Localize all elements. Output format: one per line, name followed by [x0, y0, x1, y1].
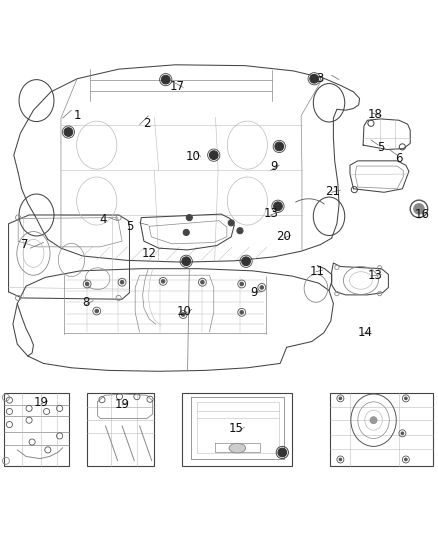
Text: 19: 19 [33, 396, 48, 409]
Text: 14: 14 [358, 326, 373, 340]
Circle shape [401, 432, 404, 434]
Circle shape [183, 229, 189, 236]
Text: 13: 13 [264, 207, 279, 220]
Circle shape [209, 151, 218, 159]
Text: 7: 7 [21, 238, 28, 251]
Text: 10: 10 [185, 150, 200, 163]
Circle shape [64, 128, 73, 136]
Text: 21: 21 [325, 185, 340, 198]
Text: 9: 9 [250, 286, 258, 299]
Text: 2: 2 [143, 117, 151, 130]
Text: 1: 1 [73, 109, 81, 123]
Text: 5: 5 [377, 141, 384, 154]
Circle shape [405, 397, 407, 400]
Text: 19: 19 [115, 398, 130, 410]
Circle shape [339, 458, 342, 461]
Circle shape [237, 228, 243, 234]
Text: 12: 12 [141, 247, 157, 260]
Text: 20: 20 [276, 230, 291, 243]
Circle shape [181, 313, 185, 316]
Circle shape [120, 280, 124, 284]
Circle shape [274, 202, 283, 211]
Text: 4: 4 [99, 213, 107, 226]
Text: 17: 17 [170, 80, 185, 93]
Ellipse shape [229, 443, 246, 453]
Circle shape [95, 309, 99, 313]
Circle shape [201, 280, 204, 284]
Circle shape [242, 257, 251, 265]
Text: 5: 5 [126, 220, 133, 233]
Circle shape [339, 397, 342, 400]
Circle shape [161, 280, 165, 283]
Text: 15: 15 [229, 423, 244, 435]
Circle shape [186, 215, 192, 221]
Text: 18: 18 [368, 108, 383, 121]
Circle shape [85, 282, 89, 286]
Circle shape [414, 204, 424, 214]
Circle shape [240, 282, 244, 286]
Text: 13: 13 [368, 269, 383, 282]
Ellipse shape [370, 417, 377, 424]
Circle shape [260, 286, 264, 289]
Text: 16: 16 [414, 208, 430, 222]
Text: 9: 9 [270, 159, 277, 173]
Text: 10: 10 [177, 304, 191, 318]
Text: 6: 6 [395, 152, 403, 165]
Text: 11: 11 [310, 265, 325, 278]
Circle shape [240, 311, 244, 314]
Circle shape [161, 75, 170, 84]
Text: 8: 8 [82, 296, 89, 309]
Circle shape [278, 448, 287, 457]
Circle shape [405, 458, 407, 461]
Circle shape [228, 220, 234, 226]
Text: 3: 3 [316, 72, 323, 85]
Circle shape [275, 142, 284, 151]
Circle shape [182, 257, 191, 265]
Circle shape [310, 75, 318, 83]
